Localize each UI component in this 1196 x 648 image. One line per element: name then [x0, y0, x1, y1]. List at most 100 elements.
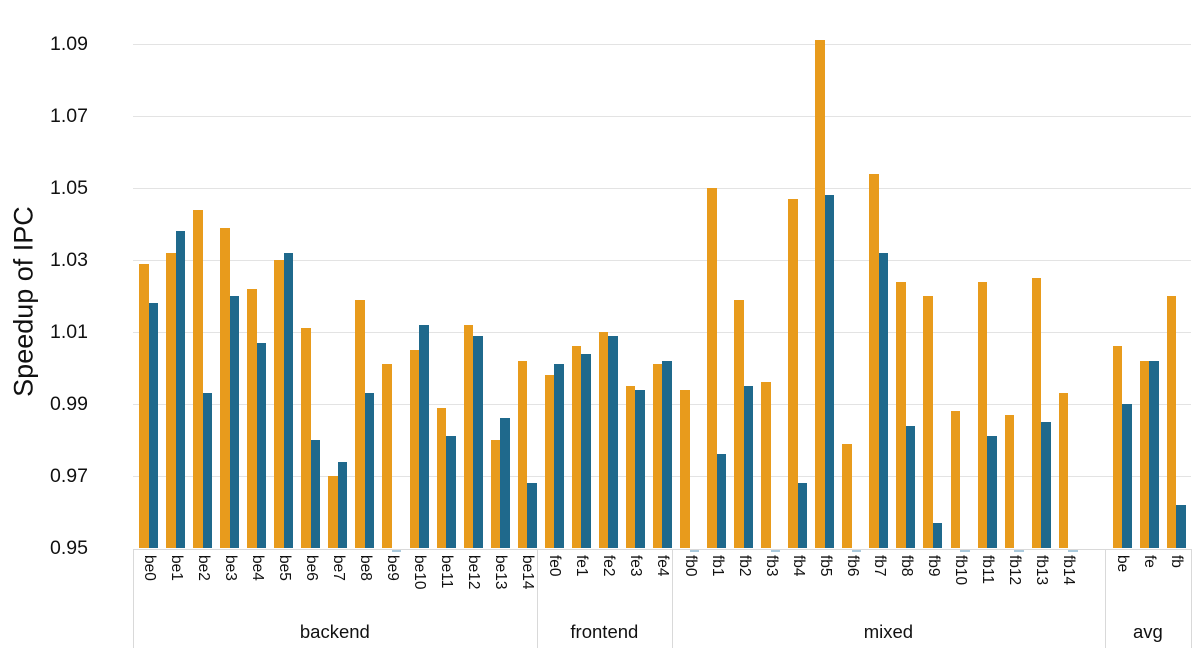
bar-blue-be9 [391, 549, 402, 552]
bar-blue-fb2 [743, 386, 754, 548]
x-category-label-fe3: fe3 [627, 555, 645, 577]
x-category-label-fb3: fb3 [762, 555, 780, 577]
y-axis-title: Speedup of IPC [8, 206, 39, 397]
x-category-label-be11: be11 [438, 555, 456, 589]
y-tick-label: 1.03 [50, 249, 88, 271]
bar-blue-fb0 [689, 549, 699, 552]
bar-blue-be7 [337, 461, 348, 548]
bar-blue-fb [1176, 504, 1186, 548]
category-axis-line [133, 549, 1191, 550]
x-category-label-be6: be6 [302, 555, 320, 581]
x-category-label-fb4: fb4 [789, 555, 807, 577]
bar-blue-fe3 [635, 389, 645, 548]
x-category-label-fb5: fb5 [816, 555, 834, 577]
x-category-label-be9: be9 [383, 555, 401, 581]
x-group-label-backend: backend [299, 621, 370, 642]
x-category-label-be8: be8 [356, 555, 374, 581]
x-category-label-be3: be3 [221, 555, 239, 581]
bar-orange-fb14 [1058, 393, 1069, 548]
bar-blue-fb10 [960, 549, 970, 552]
bar-blue-be12 [473, 335, 483, 548]
bar-blue-fb1 [716, 454, 727, 548]
y-tick-label: 1.07 [50, 105, 88, 127]
x-category-label-fe: fe [1141, 555, 1159, 568]
x-group-label-avg: avg [1132, 621, 1163, 642]
group-separator-line [1191, 549, 1192, 648]
bar-orange-fe [1139, 360, 1150, 548]
bar-blue-fb4 [797, 483, 808, 548]
bar-blue-fe2 [608, 335, 618, 548]
x-category-label-be2: be2 [194, 555, 212, 581]
bar-orange-be10 [409, 350, 419, 548]
bar-orange-fe3 [625, 386, 636, 548]
x-category-label-fb12: fb12 [1006, 555, 1024, 586]
gridline [133, 188, 1191, 189]
group-separator-line [536, 549, 538, 648]
bar-blue-fb3 [770, 549, 781, 552]
bar-blue-be5 [283, 252, 294, 548]
bar-blue-fb13 [1041, 422, 1051, 548]
y-tick-label: 1.09 [50, 33, 88, 55]
x-category-label-be1: be1 [167, 555, 185, 581]
bar-orange-fb9 [923, 296, 933, 548]
gridline [133, 260, 1191, 261]
bar-blue-be [1122, 404, 1132, 548]
bar-blue-fe0 [554, 364, 564, 548]
group-separator-line [1104, 549, 1106, 648]
bar-orange-fb [1166, 296, 1177, 548]
x-category-label-fe0: fe0 [546, 555, 564, 577]
x-category-label-be10: be10 [411, 555, 428, 590]
bar-orange-be8 [355, 299, 365, 548]
x-category-label-fb8: fb8 [897, 555, 915, 577]
bar-blue-be13 [500, 418, 510, 548]
bar-blue-be14 [527, 483, 537, 548]
x-category-label-be14: be14 [519, 555, 537, 590]
bar-orange-fb8 [896, 281, 906, 548]
x-category-label-fb10: fb10 [952, 555, 969, 586]
x-category-label-fb9: fb9 [924, 555, 942, 577]
bar-orange-fb10 [950, 411, 960, 548]
x-category-label-fe2: fe2 [600, 555, 618, 577]
x-category-label-fb2: fb2 [735, 555, 753, 577]
bar-orange-be12 [463, 324, 474, 548]
bar-blue-fb12 [1014, 549, 1024, 552]
x-category-label-be4: be4 [248, 555, 266, 581]
bar-blue-be6 [310, 440, 321, 548]
bar-orange-be1 [166, 252, 176, 548]
x-category-label-fb11: fb11 [979, 555, 997, 585]
bar-orange-fb4 [788, 198, 798, 548]
bar-orange-fe0 [544, 375, 555, 548]
bar-orange-fb7 [869, 173, 879, 548]
bar-orange-be11 [436, 407, 447, 548]
x-category-label-fe1: fe1 [573, 555, 591, 577]
x-category-label-be7: be7 [329, 555, 347, 581]
bar-blue-fe [1149, 360, 1159, 548]
bar-blue-fb14 [1068, 549, 1078, 552]
x-category-label-fb1: fb1 [708, 555, 726, 577]
bar-orange-fe4 [652, 364, 663, 548]
bar-blue-fe1 [581, 353, 591, 548]
bar-blue-be3 [229, 296, 240, 548]
bar-orange-fe2 [598, 332, 609, 548]
bar-orange-be5 [274, 260, 284, 548]
x-category-label-fe4: fe4 [654, 555, 672, 577]
bar-orange-fe1 [571, 346, 582, 548]
bar-blue-fb7 [878, 252, 889, 548]
gridline [133, 332, 1191, 333]
bar-orange-fb12 [1004, 414, 1015, 548]
group-separator-line [133, 549, 134, 648]
group-separator-line [672, 549, 673, 648]
bar-orange-be0 [139, 263, 149, 548]
bar-blue-fe4 [662, 360, 672, 548]
x-category-label-be: be [1114, 555, 1132, 573]
x-category-label-fb6: fb6 [843, 555, 861, 577]
gridline [133, 116, 1191, 117]
bar-orange-fb2 [734, 299, 744, 548]
bar-blue-be1 [175, 231, 186, 548]
bar-blue-fb6 [851, 549, 862, 552]
bar-blue-be10 [419, 324, 429, 548]
bar-blue-fb8 [905, 425, 916, 548]
bar-blue-fb11 [987, 436, 997, 548]
bar-orange-be [1112, 346, 1123, 548]
